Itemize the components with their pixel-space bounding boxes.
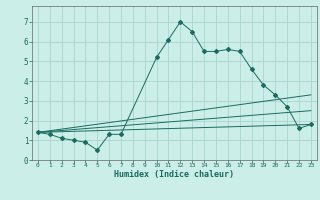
X-axis label: Humidex (Indice chaleur): Humidex (Indice chaleur) bbox=[115, 170, 234, 179]
